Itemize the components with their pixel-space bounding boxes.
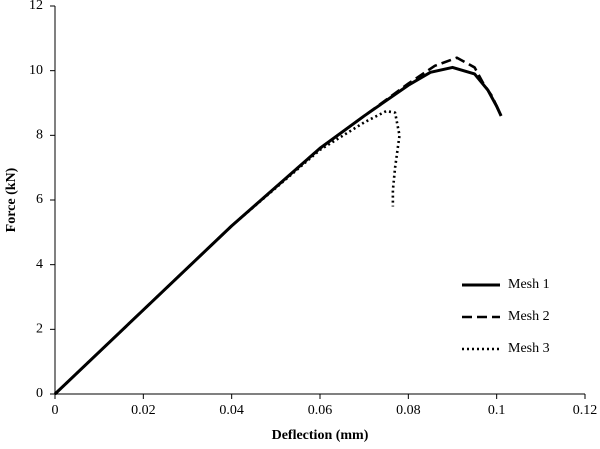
x-tick-label: 0.12 bbox=[573, 403, 598, 418]
series-line bbox=[54, 109, 401, 395]
y-axis-label: Force (kN) bbox=[4, 167, 19, 232]
legend-label: Mesh 3 bbox=[508, 341, 550, 356]
x-tick-label: 0 bbox=[52, 403, 59, 418]
series-line bbox=[54, 56, 503, 395]
legend-label: Mesh 1 bbox=[508, 277, 550, 292]
x-tick-label: 0.06 bbox=[308, 403, 333, 418]
legend-label: Mesh 2 bbox=[508, 309, 550, 324]
x-tick-label: 0.04 bbox=[219, 403, 244, 418]
y-tick-label: 0 bbox=[36, 386, 43, 401]
y-tick-label: 2 bbox=[36, 322, 43, 337]
y-tick-label: 8 bbox=[36, 128, 43, 143]
y-tick-label: 12 bbox=[29, 0, 43, 13]
x-tick-label: 0.08 bbox=[396, 403, 421, 418]
series-line bbox=[53, 65, 503, 396]
x-tick-label: 0.02 bbox=[131, 403, 156, 418]
x-tick-label: 0.1 bbox=[488, 403, 506, 418]
x-axis-label: Deflection (mm) bbox=[272, 428, 369, 443]
y-tick-label: 4 bbox=[36, 257, 43, 272]
y-tick-label: 6 bbox=[36, 192, 43, 207]
y-tick-label: 10 bbox=[29, 63, 43, 78]
